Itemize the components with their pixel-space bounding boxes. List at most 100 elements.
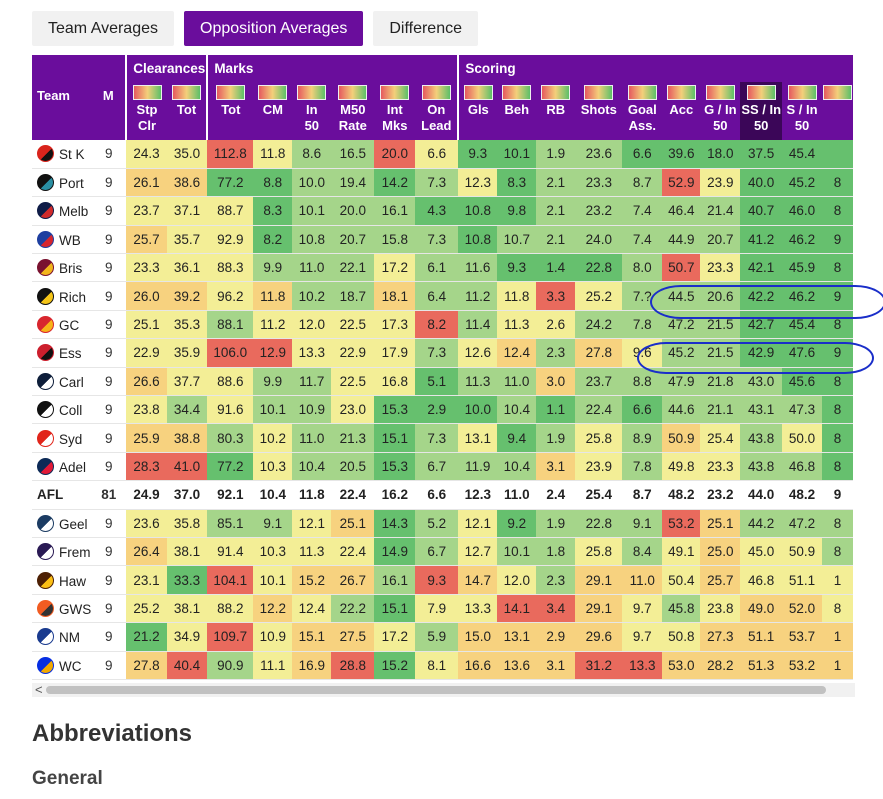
stat-cell: 35.8	[166, 509, 208, 538]
table-row[interactable]: Port 9 26.1 38.6 77.2 8.8 10.0 19.4 14.2 7.3 12.3 8…	[32, 168, 854, 198]
stat-cell: 22.4	[331, 537, 375, 567]
stat-cell: 12.2	[253, 594, 293, 624]
stats-table-container[interactable]: Clearances Marks Scoring Team M Stp Clr Tot T…	[32, 55, 855, 697]
table-row[interactable]: GWS 9 25.2 38.1 88.2 12.2 12.4 22.2 15.1 7.9 13.3 1…	[32, 594, 854, 624]
column-header[interactable]: On Lead	[415, 82, 459, 140]
column-header[interactable]: S / In 50	[782, 82, 823, 140]
stat-cell: 7.?	[622, 281, 663, 311]
team-logo-icon	[37, 457, 54, 475]
stat-cell: 10.1	[292, 196, 332, 226]
stat-cell: 46.2	[782, 225, 823, 255]
stat-cell: 14.3	[374, 509, 416, 538]
stat-cell: 1.4	[536, 253, 576, 283]
stat-cell: 12.4	[497, 338, 537, 368]
stat-cell: 25.1	[126, 310, 167, 340]
horizontal-scrollbar[interactable]: <	[32, 682, 855, 697]
matches-cell: 9	[91, 225, 127, 255]
column-header[interactable]	[822, 82, 854, 140]
tab-opposition-averages[interactable]: Opposition Averages	[184, 11, 364, 46]
column-header-label: SS / In 50	[741, 102, 782, 133]
stat-cell: 8.6	[292, 140, 332, 169]
stat-cell: 47.2	[662, 310, 701, 340]
stat-cell: 23.2	[575, 196, 623, 226]
stat-cell: 17.9	[374, 338, 416, 368]
table-row[interactable]: Coll 9 23.8 34.4 91.6 10.1 10.9 23.0 15.3 2.9 10.0…	[32, 395, 854, 425]
stat-cell: 41.2	[740, 225, 783, 255]
table-row[interactable]: Ess 9 22.9 35.9 106.0 12.9 13.3 22.9 17.9 7.3 12.6…	[32, 338, 854, 368]
table-row[interactable]: WC 9 27.8 40.4 90.9 11.1 16.9 28.8 15.2 8.1 16.6 13…	[32, 651, 854, 680]
stat-cell: 2.3	[536, 338, 576, 368]
team-name: Rich	[59, 289, 87, 305]
column-header[interactable]: In 50	[292, 82, 332, 140]
column-header[interactable]: SS / In 50	[740, 82, 783, 140]
table-row[interactable]: GC 9 25.1 35.3 88.1 11.2 12.0 22.5 17.3 8.2 11.4 11…	[32, 310, 854, 340]
stat-cell: 47.2	[782, 509, 823, 538]
table-row[interactable]: Syd 9 25.9 38.8 80.3 10.2 11.0 21.3 15.1 7.3 13.1 9…	[32, 423, 854, 453]
column-header[interactable]: Shots	[575, 82, 623, 140]
stat-cell: 12.1	[292, 509, 332, 538]
column-header[interactable]: CM	[253, 82, 293, 140]
table-row[interactable]: WB 9 25.7 35.7 92.9 8.2 10.8 20.7 15.8 7.3 10.8 10.…	[32, 225, 854, 255]
column-header[interactable]: Tot	[206, 82, 254, 140]
stat-cell: 42.1	[740, 253, 783, 283]
column-header[interactable]: Team	[32, 82, 92, 140]
table-row[interactable]: NM 9 21.2 34.9 109.7 10.9 15.1 27.5 17.2 5.9 15.0 1…	[32, 622, 854, 652]
team-logo-icon	[37, 145, 54, 163]
column-header[interactable]: M50 Rate	[331, 82, 375, 140]
stat-cell: 45.2	[782, 168, 823, 198]
stat-cell: 23.3	[700, 253, 741, 283]
stat-cell: 22.2	[331, 594, 375, 624]
stat-cell: 50.7	[662, 253, 701, 283]
column-header[interactable]: G / In 50	[700, 82, 741, 140]
table-row[interactable]: Adel 9 28.3 41.0 77.2 10.3 10.4 20.5 15.3 6.7 11.9…	[32, 452, 854, 482]
table-row[interactable]: Haw 9 23.1 33.3 104.1 10.1 15.2 26.7 16.1 9.3 14.7…	[32, 565, 854, 595]
column-header[interactable]: Beh	[497, 82, 537, 140]
matches-cell: 9	[91, 651, 127, 680]
table-row[interactable]: St K 9 24.3 35.0 112.8 11.8 8.6 16.5 20.0 6.6 9.3 1…	[32, 140, 854, 169]
table-row[interactable]: Melb 9 23.7 37.1 88.7 8.3 10.1 20.0 16.1 4.3 10.8 9…	[32, 196, 854, 226]
stat-cell: 20.0	[331, 196, 375, 226]
scroll-left-icon[interactable]: <	[35, 682, 43, 697]
color-scale-icon	[216, 85, 246, 100]
tab-difference[interactable]: Difference	[373, 11, 478, 46]
scrollbar-thumb[interactable]	[46, 686, 826, 694]
table-row[interactable]: Bris 9 23.3 36.1 88.3 9.9 11.0 22.1 17.2 6.1 11.6 9…	[32, 253, 854, 283]
stat-cell: 25.0	[700, 537, 741, 567]
stat-cell: 12.0	[497, 565, 537, 595]
column-header[interactable]: Goal Ass.	[622, 82, 663, 140]
table-row[interactable]: Geel 9 23.6 35.8 85.1 9.1 12.1 25.1 14.3 5.2 12.1 9…	[32, 509, 854, 538]
stat-cell: 12.4	[292, 594, 332, 624]
column-header[interactable]: Int Mks	[374, 82, 416, 140]
table-row[interactable]: Frem 9 26.4 38.1 91.4 10.3 11.3 22.4 14.9 6.7 12.7…	[32, 537, 854, 567]
stat-cell: 45.6	[782, 367, 823, 397]
matches-cell: 9	[91, 537, 127, 567]
table-row[interactable]: Carl 9 26.6 37.7 88.6 9.9 11.7 22.5 16.8 5.1 11.3 1…	[32, 367, 854, 397]
team-logo-icon	[37, 372, 54, 390]
column-header[interactable]: Tot	[166, 82, 208, 140]
stat-cell: 43.0	[740, 367, 783, 397]
stat-cell: 44.5	[662, 281, 701, 311]
stat-cell: 9.8	[497, 196, 537, 226]
stat-cell: 27.8	[126, 651, 167, 680]
stat-cell: 44.2	[740, 509, 783, 538]
column-header[interactable]: Gls	[457, 82, 498, 140]
column-header[interactable]: RB	[536, 82, 576, 140]
stat-cell: 23.0	[331, 395, 375, 425]
team-logo-icon	[37, 344, 54, 362]
column-header[interactable]: M	[91, 82, 127, 140]
table-row[interactable]: AFL 81 24.9 37.0 92.1 10.4 11.8 22.4 16.2 6.6 12.3…	[32, 480, 854, 510]
stat-cell: 7.3	[415, 423, 459, 453]
team-cell: Ess	[32, 338, 92, 368]
stat-cell: 11.0	[292, 423, 332, 453]
stat-cell: 9	[822, 281, 854, 311]
stat-cell: 31.2	[575, 651, 623, 680]
column-header[interactable]: Stp Clr	[125, 82, 167, 140]
table-row[interactable]: Rich 9 26.0 39.2 96.2 11.8 10.2 18.7 18.1 6.4 11.2…	[32, 281, 854, 311]
stat-cell: 6.6	[622, 140, 663, 169]
stat-cell: 17.3	[374, 310, 416, 340]
column-header[interactable]: Acc	[662, 82, 701, 140]
stat-cell: 22.9	[126, 338, 167, 368]
tab-team-averages[interactable]: Team Averages	[32, 11, 174, 46]
stat-cell	[822, 140, 854, 169]
team-name: Adel	[59, 459, 87, 475]
